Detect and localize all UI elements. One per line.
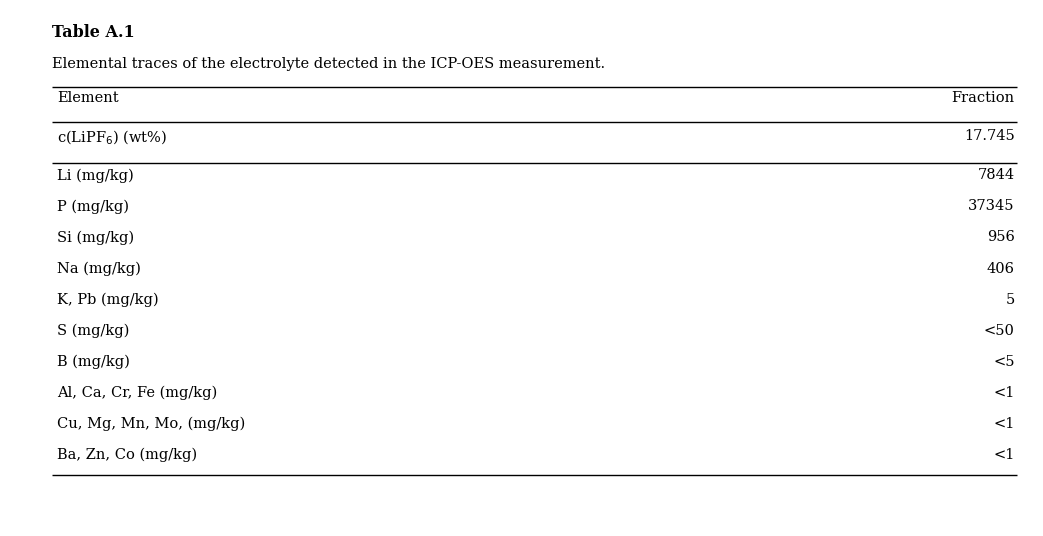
- Text: S (mg/kg): S (mg/kg): [57, 324, 129, 338]
- Text: Al, Ca, Cr, Fe (mg/kg): Al, Ca, Cr, Fe (mg/kg): [57, 386, 218, 400]
- Text: Na (mg/kg): Na (mg/kg): [57, 262, 141, 276]
- Text: 17.745: 17.745: [964, 129, 1015, 143]
- Text: <50: <50: [984, 324, 1015, 338]
- Text: Ba, Zn, Co (mg/kg): Ba, Zn, Co (mg/kg): [57, 448, 197, 463]
- Text: Element: Element: [57, 91, 119, 105]
- Text: 5: 5: [1005, 293, 1015, 307]
- Text: Table A.1: Table A.1: [52, 24, 135, 41]
- Text: Elemental traces of the electrolyte detected in the ICP-OES measurement.: Elemental traces of the electrolyte dete…: [52, 57, 605, 71]
- Text: <1: <1: [994, 417, 1015, 431]
- Text: Li (mg/kg): Li (mg/kg): [57, 168, 135, 183]
- Text: 37345: 37345: [968, 199, 1015, 213]
- Text: P (mg/kg): P (mg/kg): [57, 199, 129, 214]
- Text: <1: <1: [994, 386, 1015, 400]
- Text: 406: 406: [987, 262, 1015, 276]
- Text: 956: 956: [987, 230, 1015, 244]
- Text: c(LiPF$_6$) (wt%): c(LiPF$_6$) (wt%): [57, 129, 168, 147]
- Text: K, Pb (mg/kg): K, Pb (mg/kg): [57, 293, 159, 307]
- Text: <5: <5: [993, 355, 1015, 369]
- Text: 7844: 7844: [977, 168, 1015, 182]
- Text: Si (mg/kg): Si (mg/kg): [57, 230, 135, 245]
- Text: <1: <1: [994, 448, 1015, 462]
- Text: B (mg/kg): B (mg/kg): [57, 355, 130, 369]
- Text: Fraction: Fraction: [951, 91, 1015, 105]
- Text: Cu, Mg, Mn, Mo, (mg/kg): Cu, Mg, Mn, Mo, (mg/kg): [57, 417, 245, 431]
